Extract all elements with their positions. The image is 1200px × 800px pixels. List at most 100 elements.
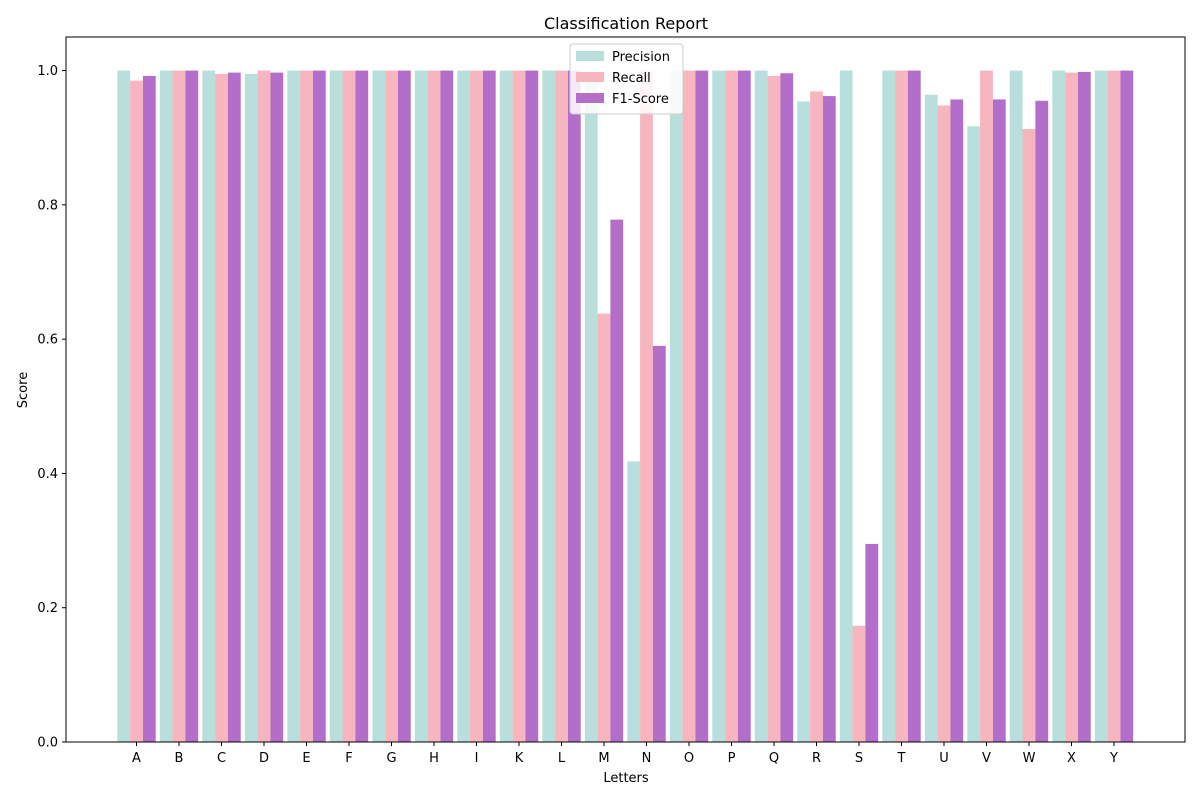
bar-precision-B <box>159 70 173 742</box>
bar-precision-R <box>797 101 811 742</box>
bar-f1-score-F <box>355 70 369 742</box>
bar-precision-L <box>542 70 556 742</box>
bar-precision-D <box>244 73 258 743</box>
bar-recall-K <box>512 70 526 742</box>
bar-recall-G <box>385 70 398 742</box>
legend-label-precision: Precision <box>612 50 670 65</box>
bar-recall-I <box>470 70 483 742</box>
bar-f1-score-Y <box>1120 70 1134 742</box>
bar-f1-score-K <box>525 70 539 742</box>
legend-swatch-f1-score <box>576 93 604 103</box>
x-tick-label-G: G <box>386 751 396 766</box>
x-tick-label-C: C <box>217 751 226 766</box>
bar-f1-score-G <box>397 70 411 742</box>
bar-f1-score-V <box>992 99 1006 742</box>
bar-recall-Q <box>767 75 781 742</box>
x-tick-label-K: K <box>515 751 524 766</box>
x-tick-label-S: S <box>855 751 863 766</box>
bar-f1-score-B <box>185 70 199 742</box>
bar-f1-score-X <box>1077 71 1091 742</box>
bar-recall-Y <box>1107 70 1121 742</box>
bar-f1-score-H <box>440 70 454 742</box>
bar-f1-score-Q <box>780 73 794 742</box>
bar-recall-C <box>215 73 228 743</box>
bar-precision-V <box>967 126 981 743</box>
bar-precision-M <box>584 71 598 742</box>
bar-recall-O <box>682 70 696 742</box>
legend-label-recall: Recall <box>612 71 651 86</box>
bar-f1-score-C <box>227 72 241 743</box>
bar-recall-D <box>257 70 271 742</box>
bar-precision-T <box>882 70 896 742</box>
bar-precision-E <box>287 70 301 742</box>
bar-recall-H <box>427 70 441 742</box>
bar-f1-score-R <box>822 96 836 743</box>
bar-precision-I <box>457 70 471 742</box>
y-axis-label: Score <box>16 372 31 408</box>
bar-recall-M <box>597 313 611 742</box>
x-tick-label-V: V <box>982 751 991 766</box>
bar-recall-N <box>640 71 653 743</box>
chart-title: Classification Report <box>544 14 708 33</box>
bar-f1-score-M <box>610 219 624 742</box>
x-tick-label-E: E <box>302 751 310 766</box>
bar-precision-U <box>924 94 938 743</box>
x-tick-label-X: X <box>1067 751 1076 766</box>
bar-precision-A <box>117 70 131 742</box>
bar-f1-score-P <box>737 70 751 742</box>
y-tick-label-0.4: 0.4 <box>37 467 58 482</box>
bar-recall-W <box>1022 128 1036 743</box>
bar-precision-H <box>414 70 428 742</box>
bar-f1-score-U <box>950 99 964 742</box>
bar-f1-score-N <box>652 345 666 742</box>
y-tick-label-0.6: 0.6 <box>37 333 58 348</box>
x-tick-label-U: U <box>939 751 949 766</box>
x-tick-label-M: M <box>598 751 609 766</box>
bar-f1-score-T <box>907 70 921 742</box>
bar-f1-score-O <box>695 70 709 742</box>
x-tick-label-O: O <box>684 751 694 766</box>
x-tick-label-F: F <box>345 751 352 766</box>
x-tick-label-P: P <box>728 751 736 766</box>
bar-recall-A <box>130 80 143 742</box>
bar-f1-score-W <box>1035 100 1049 743</box>
plot-area-frame <box>65 36 1186 743</box>
x-tick-label-R: R <box>812 751 821 766</box>
legend: Precision Recall F1-Score <box>569 43 684 115</box>
x-tick-label-W: W <box>1023 751 1036 766</box>
bar-precision-G <box>372 70 386 742</box>
x-tick-label-T: T <box>897 751 906 766</box>
bar-f1-score-A <box>142 75 156 742</box>
x-tick-label-Q: Q <box>769 751 779 766</box>
bar-recall-L <box>555 70 568 742</box>
y-tick-label-0.0: 0.0 <box>37 736 58 751</box>
bar-precision-C <box>202 70 216 742</box>
bar-recall-F <box>342 70 356 742</box>
bar-recall-X <box>1065 72 1078 743</box>
bar-recall-V <box>980 70 993 742</box>
bar-f1-score-E <box>312 70 326 742</box>
bar-f1-score-D <box>270 72 284 743</box>
bar-recall-U <box>937 105 951 743</box>
x-axis-label: Letters <box>603 771 649 786</box>
x-tick-label-N: N <box>642 751 652 766</box>
bar-precision-X <box>1052 70 1066 742</box>
x-tick-label-L: L <box>558 751 566 766</box>
bar-f1-score-S <box>865 543 879 742</box>
bar-precision-Y <box>1094 70 1108 742</box>
bar-f1-score-I <box>482 70 496 742</box>
bar-precision-P <box>712 70 726 742</box>
bar-precision-O <box>669 70 683 742</box>
y-tick-label-0.2: 0.2 <box>37 601 58 616</box>
bar-recall-S <box>852 625 866 742</box>
bar-recall-E <box>300 70 313 742</box>
legend-swatch-recall <box>576 72 604 82</box>
bar-precision-K <box>499 70 513 742</box>
y-axis: 0.0 0.2 0.4 0.6 0.8 1.0 <box>37 64 66 751</box>
y-tick-label-1.0: 1.0 <box>37 64 58 79</box>
bar-precision-S <box>839 70 853 742</box>
bar-f1-score-L <box>567 70 581 742</box>
legend-swatch-precision <box>576 51 604 61</box>
x-tick-label-B: B <box>175 751 184 766</box>
